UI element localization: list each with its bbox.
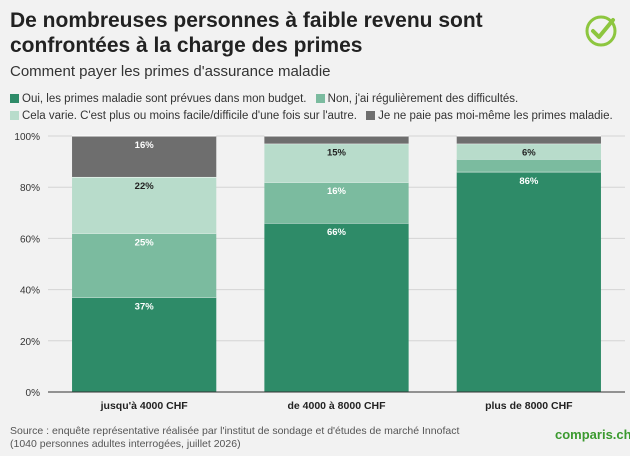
bar-segment xyxy=(72,176,217,234)
stacked-bar-chart: 0% 20% 40% 60% 80% 100% 37% 25% 22% 16% jusqu'à 40… xyxy=(14,132,625,412)
data-label: 16% xyxy=(327,186,347,197)
x-category-label: plus de 8000 CHF xyxy=(485,400,573,412)
legend-item: Oui, les primes maladie sont prévues dan… xyxy=(10,91,306,108)
legend-item: Non, j'ai régulièrement des difficultés. xyxy=(315,91,519,108)
y-tick-label: 60% xyxy=(20,234,40,245)
chart-legend: Oui, les primes maladie sont prévues dan… xyxy=(10,91,625,125)
legend-label: Oui, les primes maladie sont prévues dan… xyxy=(22,93,307,105)
legend-label: Cela varie. C'est plus ou moins facile/d… xyxy=(22,110,357,122)
legend-item: Je ne paie pas moi-même les primes malad… xyxy=(366,108,613,125)
legend-swatch xyxy=(366,111,376,120)
bar-segment xyxy=(456,143,601,160)
bar-segment xyxy=(264,143,409,183)
data-label: 6% xyxy=(522,148,536,159)
chart-subtitle: Comment payer les primes d'assurance mal… xyxy=(10,63,331,80)
bar-segment xyxy=(72,233,217,298)
legend-swatch xyxy=(10,94,19,103)
y-tick-label: 40% xyxy=(20,286,40,297)
legend-item: Cela varie. C'est plus ou moins facile/d… xyxy=(10,108,357,125)
y-tick-label: 20% xyxy=(20,337,40,348)
bar-segment xyxy=(264,223,409,392)
bar-segment xyxy=(72,297,217,392)
legend-swatch xyxy=(315,94,325,103)
bar-segment xyxy=(456,171,601,392)
source-note: Source : enquête représentative réalisée… xyxy=(10,425,460,450)
y-tick-label: 80% xyxy=(20,183,40,194)
bar-segment xyxy=(264,182,409,224)
bar-segment xyxy=(456,159,601,172)
check-circle-icon xyxy=(585,15,617,47)
data-label: 15% xyxy=(327,148,347,159)
data-label: 66% xyxy=(327,227,347,238)
bar-segment xyxy=(264,136,409,144)
data-label: 16% xyxy=(135,140,155,151)
legend-label: Je ne paie pas moi-même les primes malad… xyxy=(378,110,613,122)
y-tick-label: 0% xyxy=(26,388,41,399)
legend-swatch xyxy=(10,111,19,120)
data-label: 37% xyxy=(135,301,155,312)
chart-title: De nombreuses personnes à faible revenu … xyxy=(10,9,483,57)
legend-label: Non, j'ai régulièrement des difficultés. xyxy=(327,93,519,105)
data-label: 86% xyxy=(519,176,539,187)
brand-logo-text: comparis.ch xyxy=(555,427,630,442)
x-category-label: de 4000 à 8000 CHF xyxy=(287,400,386,412)
bar-segment xyxy=(72,136,217,177)
y-tick-label: 100% xyxy=(14,132,40,143)
data-label: 25% xyxy=(135,237,155,248)
bar-segment xyxy=(456,136,601,144)
x-category-label: jusqu'à 4000 CHF xyxy=(100,400,189,412)
data-label: 22% xyxy=(135,181,155,192)
